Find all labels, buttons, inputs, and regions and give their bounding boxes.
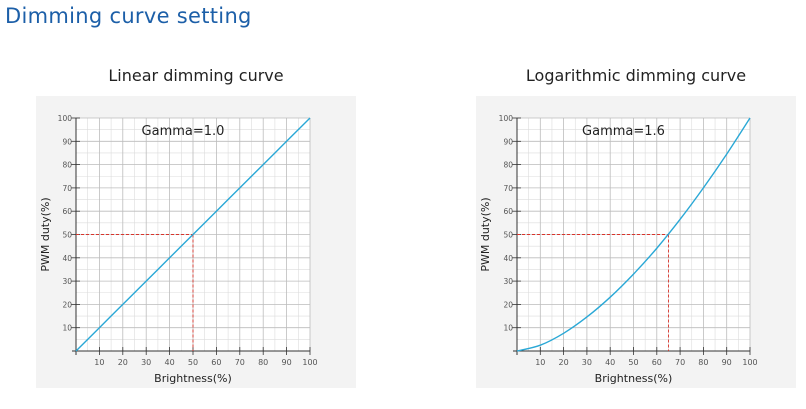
x-tick-label: 50 — [628, 358, 638, 367]
y-tick-label: 60 — [62, 207, 72, 216]
x-tick-label: 90 — [722, 358, 732, 367]
x-tick-label: 100 — [302, 358, 317, 367]
x-tick-label: 60 — [211, 358, 221, 367]
x-axis-label: Brightness(%) — [154, 372, 232, 385]
y-tick-label: 60 — [503, 207, 513, 216]
data-series-line — [75, 117, 311, 352]
y-tick-label: 70 — [503, 184, 513, 193]
x-tick-label: 50 — [188, 358, 198, 367]
x-tick-label: 40 — [165, 358, 175, 367]
chart-title-linear: Linear dimming curve — [108, 66, 284, 85]
data-series-line — [516, 117, 751, 352]
x-axis-label: Brightness(%) — [595, 372, 673, 385]
x-tick-label: 10 — [535, 358, 545, 367]
y-tick-label: 80 — [503, 161, 513, 170]
x-tick-label: 80 — [698, 358, 708, 367]
x-tick-label: 20 — [559, 358, 569, 367]
y-tick-label: 10 — [62, 324, 72, 333]
y-tick-label: 100 — [58, 114, 73, 123]
x-tick-label: 30 — [582, 358, 592, 367]
page-title: Dimming curve setting — [5, 4, 252, 28]
x-tick-label: 90 — [282, 358, 292, 367]
x-tick-label: 70 — [675, 358, 685, 367]
y-tick-label: 90 — [503, 137, 513, 146]
y-tick-label: 50 — [62, 231, 72, 240]
x-tick-label: 80 — [258, 358, 268, 367]
y-tick-label: 90 — [62, 137, 72, 146]
y-tick-label: 30 — [62, 277, 72, 286]
x-tick-label: 60 — [652, 358, 662, 367]
y-tick-label: 20 — [503, 300, 513, 309]
chart-title-logarithmic: Logarithmic dimming curve — [525, 66, 747, 85]
y-tick-label: 100 — [499, 114, 514, 123]
x-tick-label: 20 — [118, 358, 128, 367]
y-tick-label: 80 — [62, 161, 72, 170]
y-axis-label: PWM duty(%) — [39, 197, 52, 271]
y-tick-label: 50 — [503, 231, 513, 240]
y-axis-label: PWM duty(%) — [479, 197, 492, 271]
y-tick-label: 10 — [503, 324, 513, 333]
y-tick-label: 40 — [503, 254, 513, 263]
y-tick-label: 30 — [503, 277, 513, 286]
y-tick-label: 20 — [62, 300, 72, 309]
x-tick-label: 10 — [94, 358, 104, 367]
gamma-annotation: Gamma=1.6 — [582, 124, 665, 139]
y-tick-label: 40 — [62, 254, 72, 263]
x-tick-label: 40 — [605, 358, 615, 367]
y-tick-label: 70 — [62, 184, 72, 193]
gamma-annotation: Gamma=1.0 — [142, 124, 225, 139]
x-tick-label: 100 — [742, 358, 757, 367]
x-tick-label: 70 — [235, 358, 245, 367]
x-tick-label: 30 — [141, 358, 151, 367]
